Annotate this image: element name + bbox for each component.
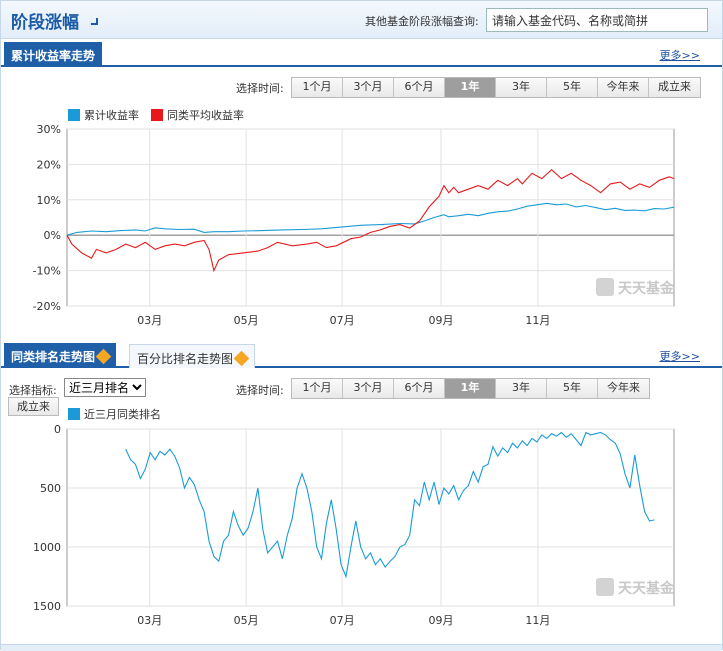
- tab-percent-rank-label: 百分比排名走势图: [137, 352, 234, 366]
- peer-rank-chart: 0 500 1000 1500 03月 05月 07月 09月 11月 天天基金: [33, 423, 675, 627]
- tab-peer-rank[interactable]: 同类排名走势图: [4, 343, 117, 368]
- series-line: [125, 431, 655, 579]
- series-line: [66, 168, 675, 273]
- legend-swatch-blue: [68, 408, 80, 420]
- tab-peer-rank-label: 同类排名走势图: [11, 350, 96, 364]
- x-tick-label: 07月: [330, 614, 355, 627]
- time-range-selector-2: 1个月 3个月 6个月 1年 3年 5年 今年来: [291, 378, 650, 399]
- x-tick-label: 05月: [234, 614, 259, 627]
- watermark-logo-icon: [596, 578, 614, 596]
- tab-cumulative-return[interactable]: 累计收益率走势: [4, 42, 103, 67]
- y-tick-label: 10%: [37, 194, 61, 207]
- cumulative-return-chart: 30% 20% 10% 0% -10% -20% 03月 05月 07月 09月 11月 天天基金: [33, 123, 675, 327]
- legend-swatch-red: [151, 109, 163, 121]
- time-btn[interactable]: 今年来: [598, 78, 649, 97]
- time-btn-since-inception[interactable]: 成立来: [8, 397, 59, 416]
- time-btn[interactable]: 3年: [496, 78, 547, 97]
- legend-label-rank: 近三月同类排名: [84, 408, 161, 421]
- y-tick-label: 20%: [37, 158, 61, 171]
- fund-search-input[interactable]: [486, 8, 708, 32]
- x-tick-label: 09月: [428, 614, 453, 627]
- chart2-legend: 近三月同类排名: [68, 406, 173, 422]
- x-tick-label: 07月: [330, 314, 355, 327]
- time-btn[interactable]: 6个月: [394, 379, 445, 398]
- plot-area: [66, 128, 675, 307]
- y-tick-label: -10%: [33, 265, 61, 278]
- x-tick-label: 11月: [525, 614, 550, 627]
- legend-item-cumulative[interactable]: 累计收益率: [68, 107, 139, 123]
- watermark-text: 天天基金: [618, 580, 675, 597]
- time-btn[interactable]: 今年来: [598, 379, 649, 398]
- rank-section-header: 同类排名走势图 百分比排名走势图 更多>>: [1, 342, 722, 368]
- time-btn[interactable]: 1个月: [292, 78, 343, 97]
- legend-label-cumulative: 累计收益率: [84, 109, 139, 122]
- watermark-logo-icon: [596, 278, 614, 296]
- y-tick-label: 500: [40, 482, 61, 495]
- legend-item-rank[interactable]: 近三月同类排名: [68, 406, 161, 422]
- indicator-label: 选择指标:: [9, 384, 57, 397]
- plot-area: [66, 428, 675, 607]
- cumulative-return-section-header: 累计收益率走势 更多>>: [1, 41, 722, 67]
- time-select-label-2: 选择时间:: [236, 384, 284, 397]
- search-label: 其他基金阶段涨幅查询:: [365, 15, 479, 28]
- x-tick-label: 11月: [525, 314, 550, 327]
- more-link-1[interactable]: 更多>>: [659, 49, 700, 62]
- indicator-select[interactable]: 近三月排名: [64, 378, 146, 397]
- more-link-2[interactable]: 更多>>: [659, 350, 700, 363]
- y-tick-label: 1000: [33, 541, 61, 554]
- legend-label-peer-average: 同类平均收益率: [167, 109, 244, 122]
- time-btn[interactable]: 5年: [547, 379, 598, 398]
- time-btn[interactable]: 3个月: [343, 78, 394, 97]
- x-tick-label: 05月: [234, 314, 259, 327]
- time-btn[interactable]: 5年: [547, 78, 598, 97]
- y-tick-label: 30%: [37, 123, 61, 136]
- bottom-strip: [1, 644, 722, 651]
- time-btn[interactable]: 成立来: [649, 78, 700, 97]
- y-tick-label: 0: [54, 423, 61, 436]
- x-tick-label: 03月: [137, 614, 162, 627]
- page-title: 阶段涨幅: [11, 13, 79, 33]
- y-tick-label: 0%: [44, 229, 61, 242]
- legend-item-peer-average[interactable]: 同类平均收益率: [151, 107, 244, 123]
- top-header: 阶段涨幅 其他基金阶段涨幅查询:: [1, 1, 722, 39]
- time-select-label-1: 选择时间:: [236, 82, 284, 95]
- time-btn[interactable]: 1个月: [292, 379, 343, 398]
- y-tick-label: 1500: [33, 600, 61, 613]
- watermark-text: 天天基金: [618, 280, 675, 297]
- time-range-selector-1: 1个月 3个月 6个月 1年 3年 5年 今年来 成立来: [291, 77, 701, 98]
- info-icon: [233, 350, 250, 367]
- time-btn[interactable]: 3个月: [343, 379, 394, 398]
- time-btn[interactable]: 1年: [445, 78, 496, 97]
- corner-arrow-icon: [91, 18, 98, 25]
- chart1-legend: 累计收益率 同类平均收益率: [68, 107, 256, 123]
- series-line: [66, 202, 675, 236]
- tab-percent-rank[interactable]: 百分比排名走势图: [129, 344, 256, 368]
- legend-swatch-blue: [68, 109, 80, 121]
- info-icon: [95, 348, 112, 365]
- y-tick-label: -20%: [33, 300, 61, 313]
- time-btn[interactable]: 3年: [496, 379, 547, 398]
- x-tick-label: 09月: [428, 314, 453, 327]
- time-btn[interactable]: 6个月: [394, 78, 445, 97]
- time-btn[interactable]: 1年: [445, 379, 496, 398]
- x-tick-label: 03月: [137, 314, 162, 327]
